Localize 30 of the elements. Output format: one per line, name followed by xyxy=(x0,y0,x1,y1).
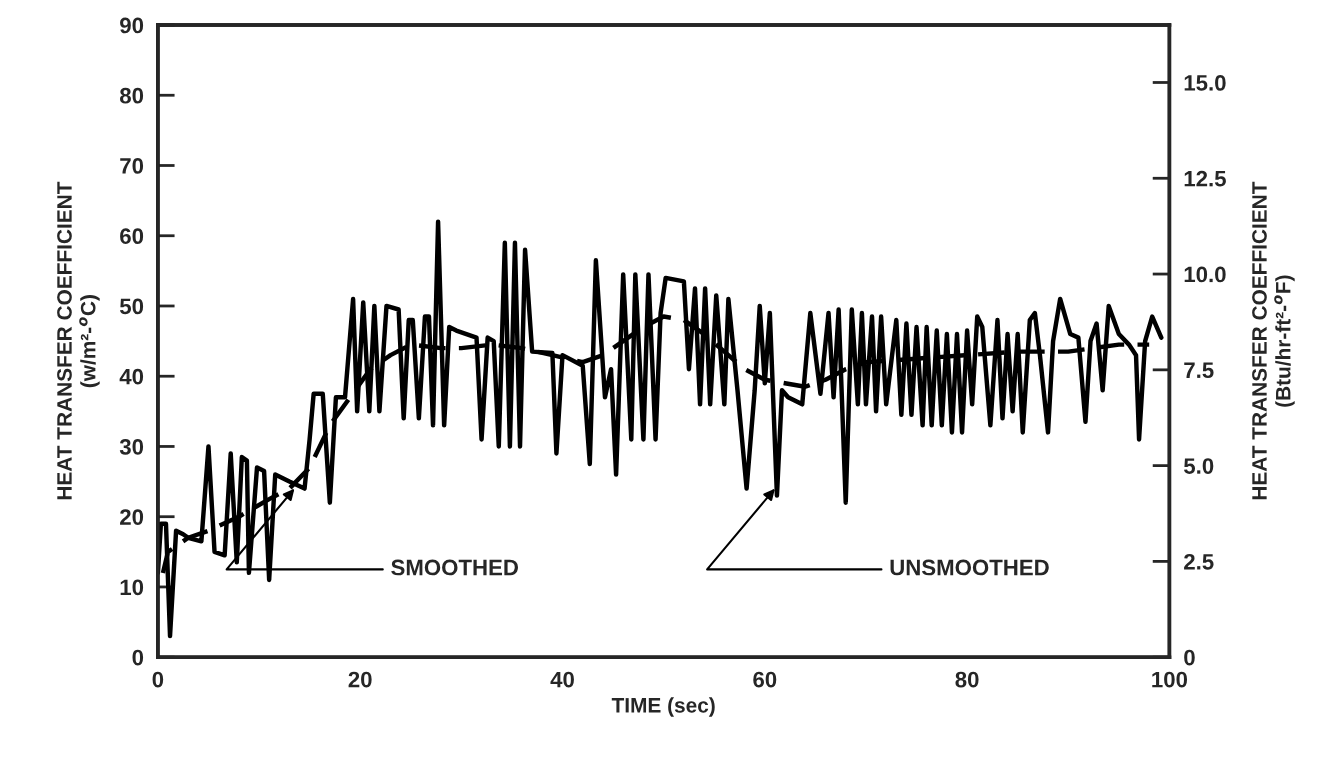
x-tick-label: 60 xyxy=(753,671,777,688)
y2-tick-label: 2.5 xyxy=(1184,553,1214,570)
y2-tick-label: 12.5 xyxy=(1184,170,1226,187)
y-axis-title: HEAT TRANSFER COEFFICIENT (w/m²-$^{o}$C) xyxy=(57,181,100,500)
y2-tick-label: 5.0 xyxy=(1183,458,1214,474)
x-axis-title: TIME (sec) xyxy=(611,697,715,717)
annotation: SMOOTHED xyxy=(391,559,518,576)
y-tick-label: 90 xyxy=(120,17,144,34)
y2-tick-label: 7.5 xyxy=(1184,362,1214,379)
y-tick-label: 60 xyxy=(120,228,144,245)
y-tick-label: 30 xyxy=(119,439,144,455)
line-series xyxy=(160,314,1152,576)
y-tick-label: 50 xyxy=(119,298,144,315)
x-tick-label: 40 xyxy=(550,671,574,688)
y2-tick-label: 15.0 xyxy=(1184,75,1226,91)
line-series xyxy=(157,219,1164,639)
y-tick-label: 10 xyxy=(120,579,144,596)
y-tick-label: 0 xyxy=(132,649,144,666)
x-tick-label: 0 xyxy=(152,671,164,688)
y-tick-label: 20 xyxy=(120,509,144,525)
x-tick-label: 100 xyxy=(1152,671,1188,688)
annotation: UNSMOOTHED xyxy=(890,559,1049,576)
x-tick-label: 20 xyxy=(348,671,372,688)
x-tick-label: 80 xyxy=(955,671,979,688)
y2-tick-label: 0 xyxy=(1184,649,1195,666)
y-tick-label: 80 xyxy=(119,87,144,104)
y-tick-label: 40 xyxy=(119,368,144,385)
y2-axis-title: HEAT TRANSFER COEFFICIENT (Btu/hr-ft²-$^{o}$F) xyxy=(1252,181,1295,500)
y-tick-label: 70 xyxy=(120,158,144,174)
y2-tick-label: 10.0 xyxy=(1184,266,1226,283)
